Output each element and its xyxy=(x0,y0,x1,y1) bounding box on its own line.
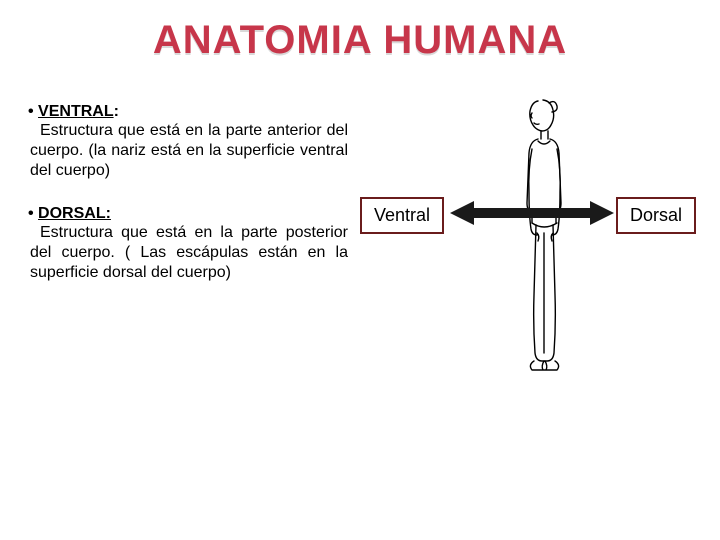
term-ventral-desc: Estructura que está en la parte anterior… xyxy=(28,121,348,181)
term-dorsal-heading: • DORSAL: xyxy=(28,205,348,223)
colon: : xyxy=(114,103,119,120)
ventral-label: Ventral xyxy=(360,197,444,234)
title-wrap: ANATOMIA HUMANA ANATOMIA HUMANA xyxy=(0,0,720,63)
term-dorsal-name: DORSAL: xyxy=(38,205,111,222)
term-ventral: • VENTRAL: Estructura que está en la par… xyxy=(28,103,348,181)
definitions-column: • VENTRAL: Estructura que está en la par… xyxy=(28,103,348,403)
bullet: • xyxy=(28,205,38,222)
page-title: ANATOMIA HUMANA xyxy=(0,0,720,63)
term-dorsal-desc: Estructura que está en la parte posterio… xyxy=(28,223,348,283)
term-ventral-desc-text: Estructura que está en la parte anterior… xyxy=(30,122,348,179)
term-ventral-heading: • VENTRAL: xyxy=(28,103,348,121)
dorsal-label: Dorsal xyxy=(616,197,696,234)
double-arrow-shape xyxy=(450,201,614,225)
bullet: • xyxy=(28,103,38,120)
term-dorsal: • DORSAL: Estructura que está en la part… xyxy=(28,205,348,283)
diagram-column: Ventral Dorsal xyxy=(348,103,700,403)
term-dorsal-desc-text: Estructura que está en la parte posterio… xyxy=(30,224,348,281)
human-figure-icon xyxy=(508,93,580,383)
content-row: • VENTRAL: Estructura que está en la par… xyxy=(0,63,720,403)
double-arrow-icon xyxy=(450,199,614,227)
term-ventral-name: VENTRAL xyxy=(38,103,114,120)
